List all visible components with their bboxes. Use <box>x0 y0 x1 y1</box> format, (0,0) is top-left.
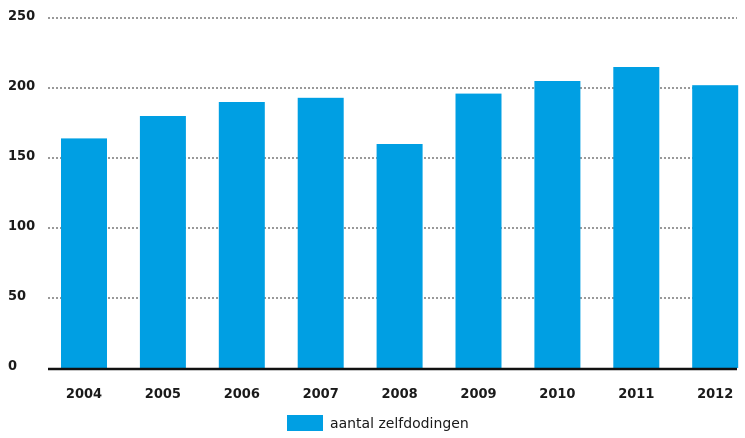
bar <box>692 85 739 368</box>
y-tick-label: 100 <box>8 219 35 234</box>
y-tick-label: 250 <box>8 9 35 24</box>
x-tick-label: 2004 <box>66 387 102 402</box>
y-tick-label: 150 <box>8 149 35 164</box>
y-tick-label: 0 <box>8 359 17 374</box>
x-tick-label: 2007 <box>303 387 339 402</box>
x-axis-ticks: 2004 2005 2006 2007 2008 2009 2010 2011 2012 <box>66 387 733 402</box>
bar <box>376 144 423 368</box>
bars <box>61 67 739 369</box>
x-tick-label: 2006 <box>224 387 260 402</box>
x-tick-label: 2011 <box>618 387 654 402</box>
bar <box>139 116 186 368</box>
x-tick-label: 2008 <box>382 387 418 402</box>
x-tick-label: 2010 <box>539 387 575 402</box>
bar <box>613 67 660 368</box>
legend-swatch <box>287 415 323 431</box>
bar <box>61 138 107 368</box>
bar <box>218 102 265 368</box>
x-tick-label: 2009 <box>460 387 496 402</box>
legend-label: aantal zelfdodingen <box>330 416 469 432</box>
x-tick-label: 2012 <box>697 387 733 402</box>
bar <box>297 97 344 369</box>
bar <box>455 93 502 368</box>
y-tick-label: 200 <box>8 79 35 94</box>
x-tick-label: 2005 <box>145 387 181 402</box>
y-tick-label: 50 <box>8 289 26 304</box>
y-axis-ticks: 0 50 100 150 200 250 <box>8 9 35 374</box>
bar <box>534 81 581 368</box>
legend: aantal zelfdodingen <box>287 415 469 432</box>
